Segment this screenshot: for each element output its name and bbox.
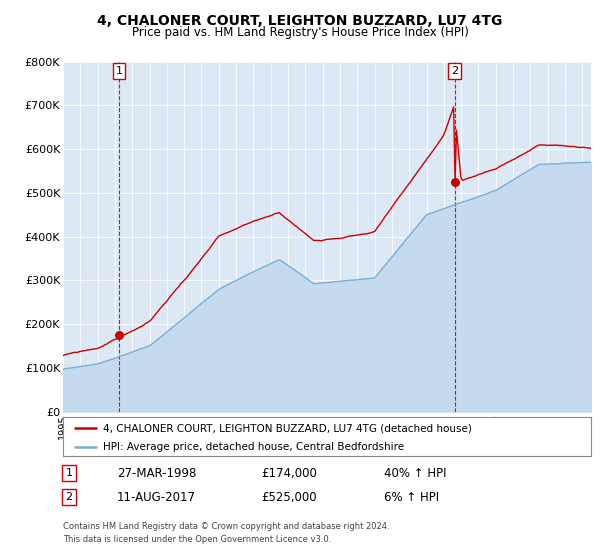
Text: 6% ↑ HPI: 6% ↑ HPI [384, 491, 439, 504]
Text: 4, CHALONER COURT, LEIGHTON BUZZARD, LU7 4TG: 4, CHALONER COURT, LEIGHTON BUZZARD, LU7… [97, 14, 503, 28]
Text: £525,000: £525,000 [261, 491, 317, 504]
Text: 1: 1 [115, 66, 122, 76]
Text: This data is licensed under the Open Government Licence v3.0.: This data is licensed under the Open Gov… [63, 535, 331, 544]
Text: 27-MAR-1998: 27-MAR-1998 [117, 466, 196, 480]
Text: 11-AUG-2017: 11-AUG-2017 [117, 491, 196, 504]
Text: 40% ↑ HPI: 40% ↑ HPI [384, 466, 446, 480]
Text: Price paid vs. HM Land Registry's House Price Index (HPI): Price paid vs. HM Land Registry's House … [131, 26, 469, 39]
Point [450, 178, 460, 186]
Text: £174,000: £174,000 [261, 466, 317, 480]
Text: 2: 2 [65, 492, 73, 502]
Text: 1: 1 [65, 468, 73, 478]
Text: 4, CHALONER COURT, LEIGHTON BUZZARD, LU7 4TG (detached house): 4, CHALONER COURT, LEIGHTON BUZZARD, LU7… [103, 423, 472, 433]
Text: HPI: Average price, detached house, Central Bedfordshire: HPI: Average price, detached house, Cent… [103, 442, 404, 451]
Text: 2: 2 [451, 66, 458, 76]
Text: Contains HM Land Registry data © Crown copyright and database right 2024.: Contains HM Land Registry data © Crown c… [63, 522, 389, 531]
Point [114, 331, 124, 340]
